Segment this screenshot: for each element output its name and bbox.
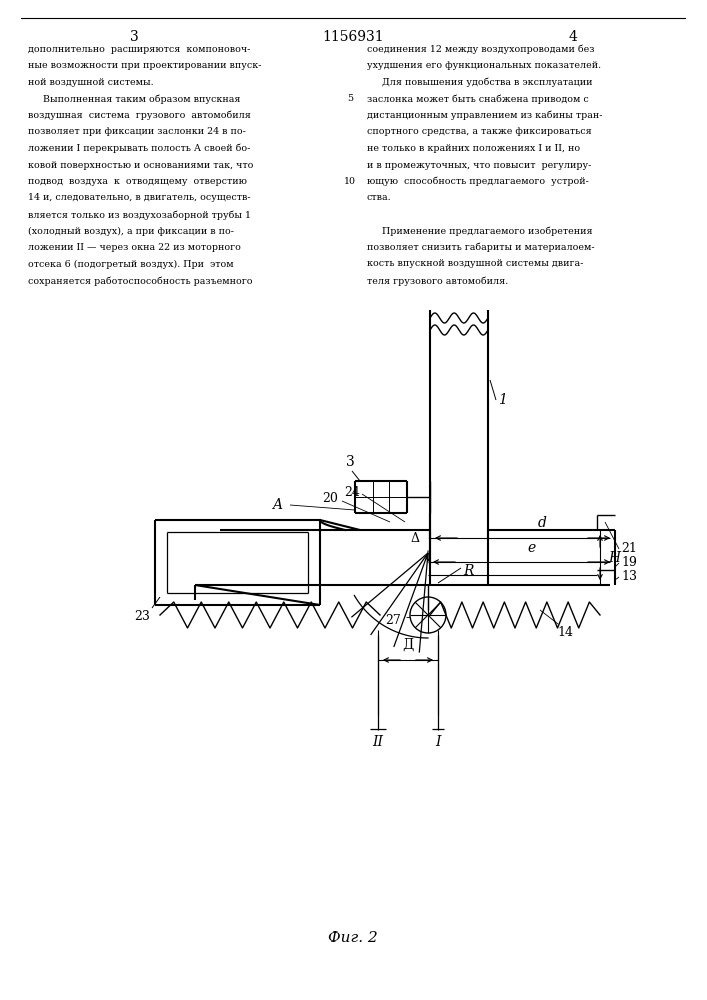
Text: 23: 23 xyxy=(134,610,150,623)
Text: Д: Д xyxy=(402,638,414,652)
Text: 1156931: 1156931 xyxy=(322,30,385,44)
Text: 14 и, следовательно, в двигатель, осуществ-: 14 и, следовательно, в двигатель, осущес… xyxy=(28,194,250,202)
Text: дополнительно  расширяются  компоновоч-: дополнительно расширяются компоновоч- xyxy=(28,45,250,54)
Text: позволяет при фиксации заслонки 24 в по-: позволяет при фиксации заслонки 24 в по- xyxy=(28,127,246,136)
Text: 13: 13 xyxy=(621,570,637,584)
Text: ной воздушной системы.: ной воздушной системы. xyxy=(28,78,153,87)
Text: подвод  воздуха  к  отводящему  отверстию: подвод воздуха к отводящему отверстию xyxy=(28,177,247,186)
Text: 3: 3 xyxy=(130,30,139,44)
Text: 10: 10 xyxy=(344,177,356,186)
Text: 20: 20 xyxy=(322,491,338,504)
Text: 14: 14 xyxy=(557,626,573,639)
Text: H: H xyxy=(608,550,620,564)
Text: 27: 27 xyxy=(385,613,401,626)
Text: ющую  способность предлагаемого  устрой-: ющую способность предлагаемого устрой- xyxy=(367,177,589,186)
Text: соединения 12 между воздухопроводами без: соединения 12 между воздухопроводами без xyxy=(367,45,595,54)
Text: 21: 21 xyxy=(621,542,637,556)
Text: (холодный воздух), а при фиксации в по-: (холодный воздух), а при фиксации в по- xyxy=(28,227,234,236)
Text: Применение предлагаемого изобретения: Применение предлагаемого изобретения xyxy=(367,227,592,236)
Text: ковой поверхностью и основаниями так, что: ковой поверхностью и основаниями так, чт… xyxy=(28,160,253,169)
Text: ложении I перекрывать полость А своей бо-: ложении I перекрывать полость А своей бо… xyxy=(28,144,250,153)
Text: заслонка может быть снабжена приводом с: заслонка может быть снабжена приводом с xyxy=(367,94,588,104)
Text: Для повышения удобства в эксплуатации: Для повышения удобства в эксплуатации xyxy=(367,78,592,87)
Text: не только в крайних положениях I и II, но: не только в крайних положениях I и II, н… xyxy=(367,144,580,153)
Text: I: I xyxy=(436,735,440,749)
Text: сохраняется работоспособность разъемного: сохраняется работоспособность разъемного xyxy=(28,276,252,286)
Text: 4: 4 xyxy=(568,30,577,44)
Text: Δ: Δ xyxy=(411,532,419,545)
Text: Фиг. 2: Фиг. 2 xyxy=(328,931,378,945)
Text: 1: 1 xyxy=(498,393,507,407)
Text: 3: 3 xyxy=(346,455,354,469)
Text: и в промежуточных, что повысит  регулиру-: и в промежуточных, что повысит регулиру- xyxy=(367,160,591,169)
Text: ные возможности при проектировании впуск-: ные возможности при проектировании впуск… xyxy=(28,61,262,70)
Text: воздушная  система  грузового  автомобиля: воздушная система грузового автомобиля xyxy=(28,111,251,120)
Text: ухудшения его функциональных показателей.: ухудшения его функциональных показателей… xyxy=(367,61,601,70)
Text: спортного средства, а также фиксироваться: спортного средства, а также фиксироватьс… xyxy=(367,127,592,136)
Text: II: II xyxy=(373,735,383,749)
Text: кость впускной воздушной системы двига-: кость впускной воздушной системы двига- xyxy=(367,259,583,268)
Text: e: e xyxy=(527,541,536,555)
Text: d: d xyxy=(538,516,547,530)
Text: дистанционным управлением из кабины тран-: дистанционным управлением из кабины тран… xyxy=(367,111,602,120)
Text: Выполненная таким образом впускная: Выполненная таким образом впускная xyxy=(28,94,240,104)
Text: позволяет снизить габариты и материалоем-: позволяет снизить габариты и материалоем… xyxy=(367,243,595,252)
Text: ложении II — через окна 22 из моторного: ложении II — через окна 22 из моторного xyxy=(28,243,240,252)
Text: 19: 19 xyxy=(621,556,637,570)
Text: R: R xyxy=(463,564,474,578)
Text: теля грузового автомобиля.: теля грузового автомобиля. xyxy=(367,276,508,286)
Text: 24: 24 xyxy=(344,486,360,498)
Text: A: A xyxy=(272,498,282,512)
Text: 5: 5 xyxy=(347,94,354,103)
Text: отсека 6 (подогретый воздух). При  этом: отсека 6 (подогретый воздух). При этом xyxy=(28,259,233,269)
Text: вляется только из воздухозаборной трубы 1: вляется только из воздухозаборной трубы … xyxy=(28,210,251,220)
Text: ства.: ства. xyxy=(367,194,392,202)
